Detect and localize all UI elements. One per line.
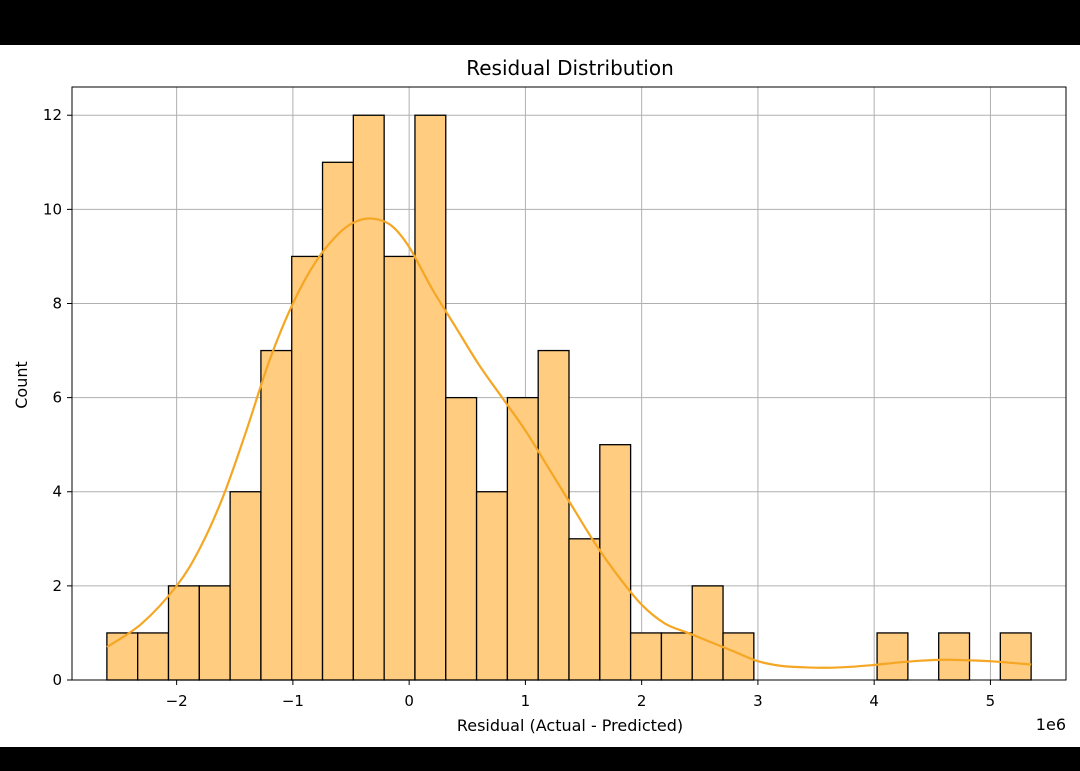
histogram-bar	[106, 632, 139, 681]
histogram-bar	[691, 585, 724, 681]
y-tick-label: 8	[52, 294, 62, 312]
histogram-bar	[167, 585, 200, 681]
histogram-bar	[629, 632, 663, 681]
x-tick-label: 1	[521, 692, 531, 710]
x-tick-label: 2	[637, 692, 647, 710]
y-axis-ticks: 0 2 4 6 8 10 12	[43, 106, 72, 689]
x-axis-offset-text: 1e6	[1036, 715, 1066, 734]
y-tick-label: 12	[43, 106, 62, 124]
plot-frame	[71, 86, 1067, 681]
histogram-bar	[229, 491, 262, 681]
kde-curve-layer	[106, 217, 1032, 669]
histogram-bar	[352, 114, 385, 681]
top-black-bar	[0, 0, 1080, 45]
kde-curve	[106, 217, 1032, 669]
x-tick-label: −1	[282, 692, 304, 710]
chart-figure: −2 −1 0 1 2 3 4 5 0 2 4 6 8 10 12 Residual Distributi…	[0, 45, 1080, 747]
histogram-bar	[660, 632, 693, 681]
histogram-bar	[568, 538, 601, 681]
y-tick-label: 2	[52, 577, 62, 595]
y-tick-label: 6	[52, 389, 62, 407]
histogram-bar	[321, 161, 354, 681]
histogram-bar	[414, 114, 447, 681]
histogram-bar	[445, 396, 478, 681]
histogram-bar	[722, 632, 755, 681]
histogram-bar	[383, 255, 416, 681]
histogram-bar	[260, 349, 293, 681]
x-axis-ticks: −2 −1 0 1 2 3 4 5	[166, 680, 996, 710]
histogram-bar	[291, 255, 324, 681]
histogram-bar	[137, 632, 170, 681]
y-tick-label: 10	[43, 200, 62, 218]
histogram-bar	[198, 585, 231, 681]
y-tick-label: 4	[52, 483, 62, 501]
histogram-bar	[475, 491, 509, 681]
histogram-bar	[999, 632, 1032, 681]
histogram-bar	[876, 632, 909, 681]
x-axis-label: Residual (Actual - Predicted)	[457, 716, 683, 735]
chart-title: Residual Distribution	[466, 56, 674, 80]
histogram-bar	[938, 632, 971, 681]
y-axis-label: Count	[12, 361, 31, 409]
y-tick-label: 0	[52, 671, 62, 689]
x-tick-label: 0	[404, 692, 414, 710]
x-tick-label: 4	[869, 692, 879, 710]
x-tick-label: 5	[986, 692, 996, 710]
x-tick-label: −2	[166, 692, 188, 710]
histogram-bar	[599, 444, 632, 681]
histogram-bars	[106, 114, 1032, 681]
bottom-black-bar	[0, 747, 1080, 771]
histogram-bar	[506, 396, 539, 681]
histogram-bar	[537, 349, 570, 681]
x-tick-label: 3	[753, 692, 763, 710]
